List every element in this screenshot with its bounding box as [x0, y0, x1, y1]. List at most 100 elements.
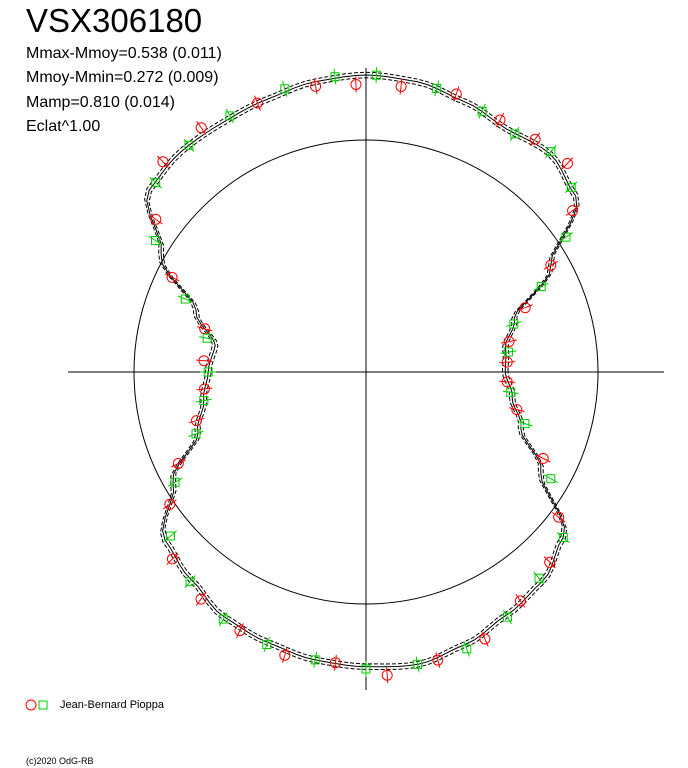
error-bar: [502, 390, 519, 394]
model-curve-error-bound: [144, 71, 580, 670]
error-bar: [199, 336, 216, 341]
data-point-square: [503, 347, 513, 357]
data-point-circle: [395, 81, 407, 92]
error-bar: [157, 155, 169, 168]
error-bar: [399, 78, 403, 95]
data-point-square: [520, 419, 530, 429]
data-point-square: [566, 182, 576, 192]
data-point-square: [310, 655, 320, 665]
data-point-square: [371, 70, 381, 80]
data-point-square: [199, 396, 209, 406]
error-bar: [533, 282, 549, 291]
data-point-square: [509, 319, 519, 329]
data-point-circle: [166, 553, 178, 565]
data-point-square: [534, 573, 544, 583]
error-bar: [375, 67, 378, 84]
legend-circle-marker: [25, 699, 37, 711]
error-bar: [500, 350, 517, 354]
data-point-circle: [350, 79, 362, 90]
data-point-circle: [166, 271, 178, 283]
model-curve-error-bound: [148, 77, 576, 665]
data-point-circle: [157, 156, 169, 168]
data-point-circle: [553, 511, 565, 523]
stat-eclat: Eclat^1.00: [26, 118, 101, 135]
data-point-circle: [494, 114, 506, 126]
error-bar: [434, 80, 440, 97]
data-point-circle: [432, 654, 444, 666]
error-bar: [195, 359, 213, 362]
error-bar: [551, 512, 566, 523]
error-bar: [177, 295, 193, 303]
data-point-circle: [251, 97, 263, 109]
data-point-circle: [199, 383, 210, 395]
data-point-circle: [544, 556, 556, 568]
data-point-square: [558, 533, 568, 542]
error-bar: [282, 80, 288, 97]
data-point-circle: [501, 356, 513, 368]
data-point-square: [180, 294, 190, 304]
data-point-square: [280, 84, 290, 94]
data-point-square: [432, 83, 442, 93]
model-curves: [144, 71, 580, 670]
data-point-square: [184, 140, 194, 150]
data-point-circle: [172, 458, 184, 469]
data-point-circle: [514, 595, 526, 607]
data-point-circle: [511, 404, 523, 416]
data-point-circle: [529, 133, 541, 145]
stat-mmax-mmoy: Mmax-Mmoy=0.538 (0.011): [26, 45, 222, 62]
error-bar: [167, 477, 183, 487]
error-bar: [148, 235, 163, 246]
data-point-square: [561, 232, 571, 242]
reference-circle: [133, 139, 599, 605]
error-bar: [517, 420, 533, 427]
error-bar: [510, 126, 520, 141]
data-point-circle: [503, 336, 515, 348]
data-point-circle: [191, 415, 202, 427]
copyright-notice: (c)2020 OdG-RB: [26, 756, 94, 766]
data-point-circle: [164, 498, 176, 510]
data-point-circle: [519, 302, 531, 314]
error-bar: [188, 430, 204, 438]
error-bar: [355, 76, 357, 93]
data-point-square: [462, 644, 472, 654]
data-point-square: [330, 72, 340, 82]
data-point-square: [506, 387, 516, 397]
data-point-square: [191, 429, 201, 439]
data-point-square: [166, 531, 175, 541]
data-point-circle: [562, 157, 573, 169]
data-point-circle: [381, 669, 393, 681]
data-point-square: [546, 474, 556, 484]
error-bar: [503, 609, 512, 625]
data-point-circle: [545, 259, 557, 271]
data-point-square: [477, 106, 487, 116]
data-point-square: [202, 333, 212, 343]
error-bar: [225, 108, 235, 124]
data-point-square: [262, 640, 272, 649]
data-point-square: [510, 129, 520, 139]
error-bar: [195, 398, 212, 403]
data-point-square: [151, 178, 161, 188]
error-bar: [499, 361, 516, 364]
data-point-circle: [195, 122, 207, 134]
data-point-circle: [310, 80, 322, 92]
data-markers: [148, 67, 580, 684]
error-bar: [463, 641, 470, 657]
data-point-square: [536, 282, 546, 292]
data-point-circle: [450, 88, 462, 100]
stat-mamp: Mamp=0.810 (0.014): [26, 94, 175, 111]
data-point-square: [151, 236, 160, 245]
error-bar: [334, 654, 337, 671]
legend: Jean-Bernard Pioppa: [24, 697, 164, 713]
error-bar: [543, 474, 559, 484]
data-point-square: [170, 477, 180, 487]
data-point-circle: [234, 625, 246, 637]
data-point-circle: [479, 633, 491, 645]
error-bar: [561, 157, 574, 170]
data-point-circle: [150, 213, 162, 225]
legend-observer-name: Jean-Bernard Pioppa: [60, 699, 164, 711]
data-point-circle: [537, 452, 549, 464]
legend-square-marker: [38, 700, 48, 710]
error-bar: [478, 103, 486, 119]
error-bar: [218, 611, 228, 627]
data-point-square: [546, 147, 556, 157]
